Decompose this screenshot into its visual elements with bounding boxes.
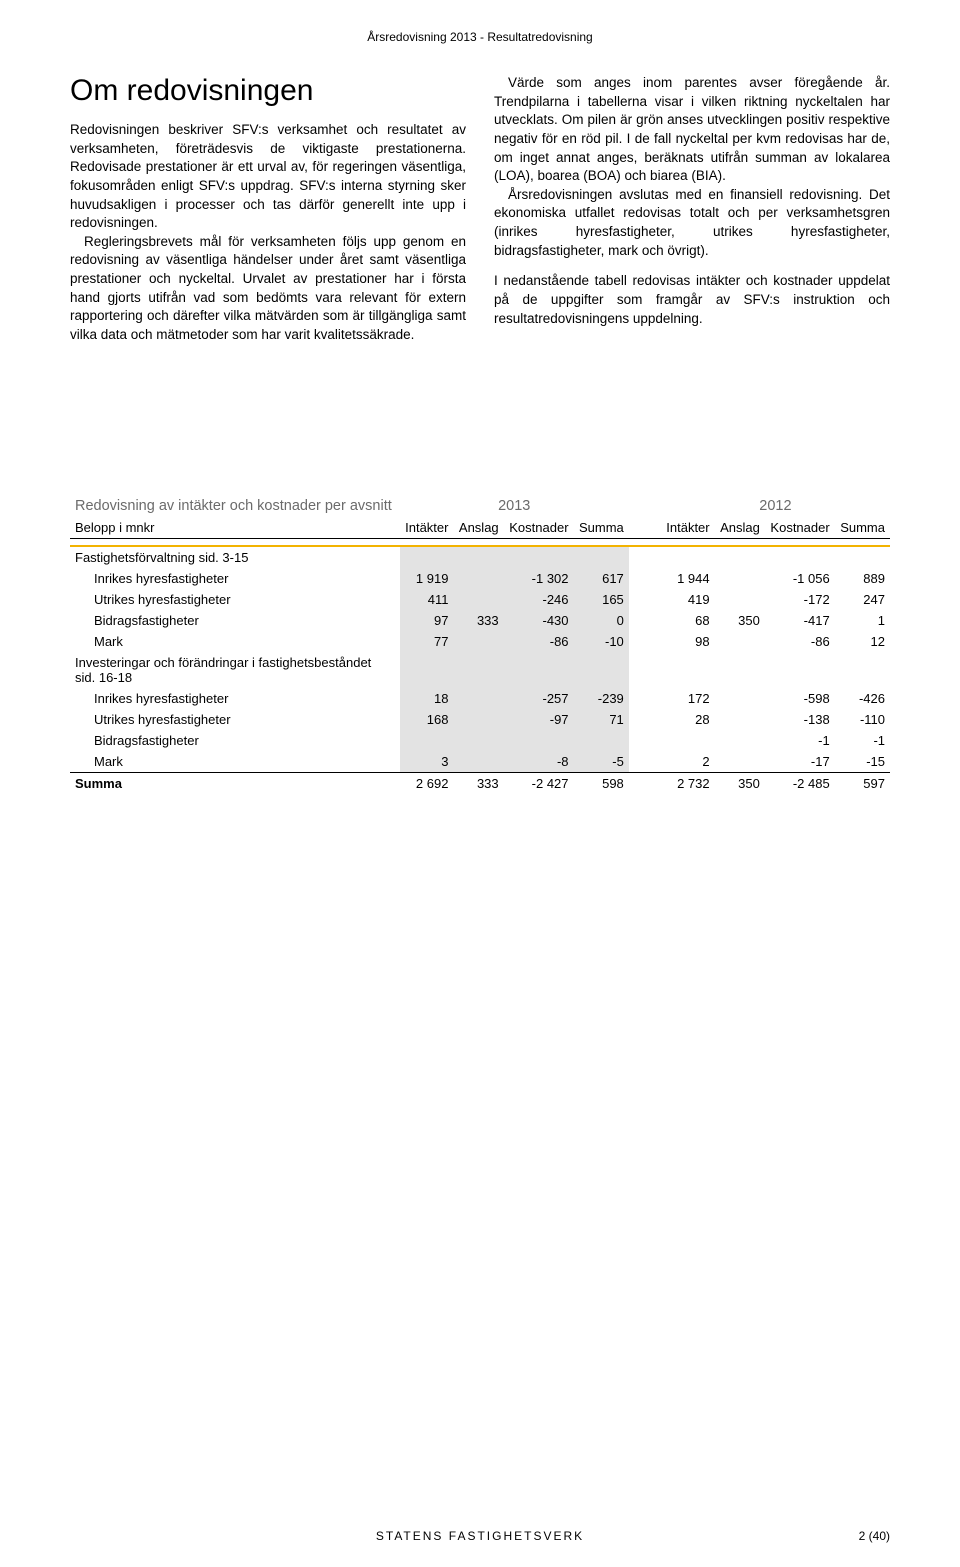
- section-title: Om redovisningen: [70, 74, 466, 107]
- col-kostnader-a: Kostnader: [504, 517, 574, 539]
- accent-rule: [70, 538, 890, 546]
- page-footer: STATENS FASTIGHETSVERK 2 (40): [70, 1529, 890, 1543]
- column-header-row: Belopp i mnkr Intäkter Anslag Kostnader …: [70, 517, 890, 539]
- table-title-row: Redovisning av intäkter och kostnader pe…: [70, 495, 890, 517]
- income-cost-table: Redovisning av intäkter och kostnader pe…: [70, 495, 890, 794]
- col-kostnader-b: Kostnader: [765, 517, 835, 539]
- table-sum-row: Summa2 692333-2 4275982 732350-2 485597: [70, 772, 890, 794]
- right-p1: Värde som anges inom parentes avser före…: [494, 74, 890, 186]
- left-p2: Regleringsbrevets mål för verksamheten f…: [70, 233, 466, 345]
- col-intakter-b: Intäkter: [661, 517, 715, 539]
- table-row: Utrikes hyresfastigheter168-977128-138-1…: [70, 709, 890, 730]
- col-summa-b: Summa: [835, 517, 890, 539]
- footer-center: STATENS FASTIGHETSVERK: [70, 1529, 890, 1543]
- year-2012: 2012: [661, 495, 890, 517]
- table-row: Bidragsfastigheter -1-1: [70, 730, 890, 751]
- right-p2: Årsredovisningen avslutas med en finansi…: [494, 186, 890, 261]
- left-column: Om redovisningen Redovisningen beskriver…: [70, 74, 466, 345]
- table-group-header: Investeringar och förändringar i fastigh…: [70, 652, 890, 688]
- year-2013: 2013: [400, 495, 629, 517]
- table-group-header: Fastighetsförvaltning sid. 3-15: [70, 546, 890, 568]
- table-row: Inrikes hyresfastigheter1 919-1 3026171 …: [70, 568, 890, 589]
- left-p1: Redovisningen beskriver SFV:s verksamhet…: [70, 121, 466, 233]
- running-header: Årsredovisning 2013 - Resultatredovisnin…: [70, 30, 890, 44]
- body-columns: Om redovisningen Redovisningen beskriver…: [70, 74, 890, 345]
- page: Årsredovisning 2013 - Resultatredovisnin…: [0, 0, 960, 1567]
- col-anslag-a: Anslag: [453, 517, 503, 539]
- table-title: Redovisning av intäkter och kostnader pe…: [70, 495, 400, 517]
- right-p3: I nedanstående tabell redovisas intäkter…: [494, 272, 890, 328]
- table-row: Mark77-86-1098-8612: [70, 631, 890, 652]
- table-row: Utrikes hyresfastigheter411-246165419-17…: [70, 589, 890, 610]
- table-row: Inrikes hyresfastigheter18-257-239172-59…: [70, 688, 890, 709]
- col-summa-a: Summa: [574, 517, 629, 539]
- unit-label: Belopp i mnkr: [70, 517, 400, 539]
- col-anslag-b: Anslag: [715, 517, 765, 539]
- table-row: Mark3-8-52-17-15: [70, 751, 890, 773]
- col-intakter-a: Intäkter: [400, 517, 454, 539]
- table-row: Bidragsfastigheter97333-430068350-4171: [70, 610, 890, 631]
- right-column: Värde som anges inom parentes avser före…: [494, 74, 890, 345]
- table-region: Redovisning av intäkter och kostnader pe…: [70, 495, 890, 794]
